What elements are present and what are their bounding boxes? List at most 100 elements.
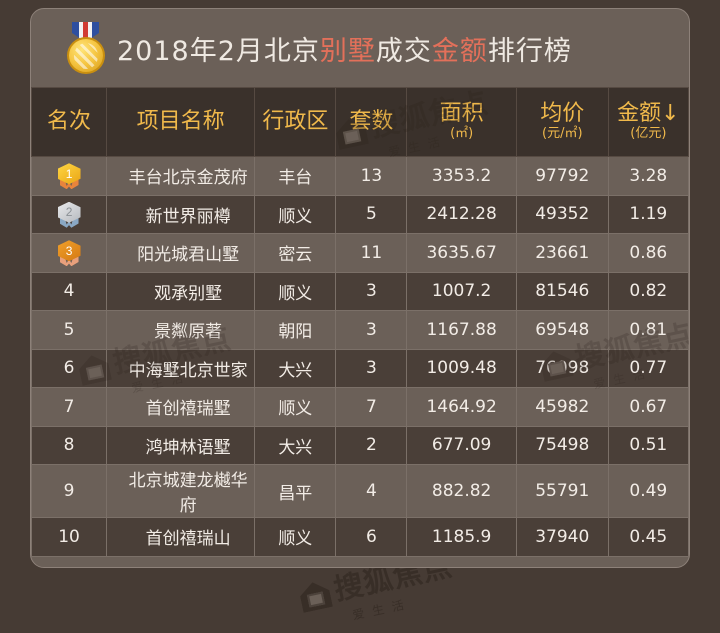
cell-project-name: 首创禧瑞墅	[106, 387, 256, 427]
cell-units: 3	[335, 348, 408, 388]
watermark-tagline: 爱生活	[351, 596, 413, 623]
cell-rank: 3	[31, 233, 108, 273]
table-header: 名次 项目名称 行政区 套数 面积 (㎡) 均价 (元/㎡) 金额↓ (亿元)	[31, 87, 689, 157]
cell-price: 49352	[515, 194, 609, 234]
cell-units: 2	[335, 425, 408, 465]
page-title-segment-3: 金额	[431, 35, 488, 67]
cell-units: 7	[335, 387, 408, 427]
column-header-amt[interactable]: 金额↓ (亿元)	[607, 87, 689, 157]
cell-price: 76098	[515, 348, 609, 388]
cell-dist: 丰台	[254, 156, 337, 196]
cell-rank: 10	[31, 517, 108, 557]
column-header-label: 均价	[540, 101, 585, 127]
cell-project-name: 北京城建龙樾华府	[106, 464, 256, 518]
cell-dist: 顺义	[254, 271, 337, 311]
cell-rank: 9	[31, 464, 108, 518]
cell-price: 45982	[515, 387, 609, 427]
cell-amt: 0.77	[607, 348, 689, 388]
cell-amt: 0.67	[607, 387, 689, 427]
cell-dist: 顺义	[254, 517, 337, 557]
table-row[interactable]: 2 新世界丽樽 顺义 5 2412.28 49352 1.19	[31, 194, 689, 234]
page-title: 2018年2月北京别墅成交金额排行榜	[117, 29, 572, 68]
column-header-unit: (亿元)	[630, 125, 667, 141]
cell-amt: 1.19	[607, 194, 689, 234]
rank-number: 1	[57, 163, 81, 185]
cell-dist: 顺义	[254, 194, 337, 234]
cell-amt: 0.49	[607, 464, 689, 518]
cell-units: 5	[335, 194, 408, 234]
cell-area: 1167.88	[406, 310, 517, 350]
column-header-name: 项目名称	[106, 87, 256, 157]
cell-rank: 1	[31, 156, 108, 196]
page-title-segment-4: 排行榜	[487, 35, 572, 67]
cell-units: 3	[335, 271, 408, 311]
column-header-label: 套数	[349, 109, 394, 135]
table-row[interactable]: 1 丰台北京金茂府 丰台 13 3353.2 97792 3.28	[31, 156, 689, 196]
cell-project-name: 中海墅北京世家	[106, 348, 256, 388]
column-header-price: 均价 (元/㎡)	[515, 87, 609, 157]
cell-project-name: 鸿坤林语墅	[106, 425, 256, 465]
cell-units: 3	[335, 310, 408, 350]
table-row[interactable]: 4 观承别墅 顺义 3 1007.2 81546 0.82	[31, 271, 689, 311]
cell-price: 81546	[515, 271, 609, 311]
column-header-units: 套数	[335, 87, 408, 157]
cell-price: 37940	[515, 517, 609, 557]
column-header-label: 名次	[47, 109, 92, 135]
silver-medal-icon: 2	[57, 201, 81, 228]
cell-project-name: 首创禧瑞山	[106, 517, 256, 557]
table-row[interactable]: 5 景粼原著 朝阳 3 1167.88 69548 0.81	[31, 310, 689, 350]
table-row[interactable]: 3 阳光城君山墅 密云 11 3635.67 23661 0.86	[31, 233, 689, 273]
table-row[interactable]: 10 首创禧瑞山 顺义 6 1185.9 37940 0.45	[31, 517, 689, 557]
column-header-unit: (元/㎡)	[542, 125, 583, 141]
cell-amt: 0.45	[607, 517, 689, 557]
card-title-bar: 2018年2月北京别墅成交金额排行榜	[31, 9, 689, 87]
cell-dist: 顺义	[254, 387, 337, 427]
column-header-unit: (㎡)	[450, 125, 474, 141]
cell-rank: 2	[31, 194, 108, 234]
column-header-label: 行政区	[262, 109, 329, 135]
table-row[interactable]: 7 首创禧瑞墅 顺义 7 1464.92 45982 0.67	[31, 387, 689, 427]
column-header-area: 面积 (㎡)	[406, 87, 517, 157]
cell-area: 2412.28	[406, 194, 517, 234]
table-header-row: 名次 项目名称 行政区 套数 面积 (㎡) 均价 (元/㎡) 金额↓ (亿元)	[31, 87, 689, 157]
cell-area: 882.82	[406, 464, 517, 518]
cell-area: 677.09	[406, 425, 517, 465]
cell-rank: 6	[31, 348, 108, 388]
cell-units: 13	[335, 156, 408, 196]
cell-area: 1007.2	[406, 271, 517, 311]
cell-units: 6	[335, 517, 408, 557]
cell-price: 69548	[515, 310, 609, 350]
cell-dist: 大兴	[254, 425, 337, 465]
cell-area: 3635.67	[406, 233, 517, 273]
cell-dist: 大兴	[254, 348, 337, 388]
page-title-segment-2: 成交	[375, 35, 432, 67]
table-row[interactable]: 9 北京城建龙樾华府 昌平 4 882.82 55791 0.49	[31, 464, 689, 518]
cell-area: 1464.92	[406, 387, 517, 427]
cell-amt: 0.86	[607, 233, 689, 273]
cell-project-name: 新世界丽樽	[106, 194, 256, 234]
cell-rank: 5	[31, 310, 108, 350]
cell-rank: 4	[31, 271, 108, 311]
cell-project-name: 丰台北京金茂府	[106, 156, 256, 196]
column-header-label: 项目名称	[136, 109, 225, 135]
cell-area: 1185.9	[406, 517, 517, 557]
cell-rank: 7	[31, 387, 108, 427]
cell-units: 11	[335, 233, 408, 273]
cell-units: 4	[335, 464, 408, 518]
column-header-rank: 名次	[31, 87, 108, 157]
cell-dist: 朝阳	[254, 310, 337, 350]
cell-amt: 3.28	[607, 156, 689, 196]
table-row[interactable]: 8 鸿坤林语墅 大兴 2 677.09 75498 0.51	[31, 425, 689, 465]
cell-area: 3353.2	[406, 156, 517, 196]
column-header-label: 金额↓	[617, 101, 680, 127]
table-row[interactable]: 6 中海墅北京世家 大兴 3 1009.48 76098 0.77	[31, 348, 689, 388]
column-header-label: 面积	[439, 101, 484, 127]
cell-price: 23661	[515, 233, 609, 273]
rank-number: 2	[57, 201, 81, 223]
cell-amt: 0.81	[607, 310, 689, 350]
column-header-dist: 行政区	[254, 87, 337, 157]
cell-rank: 8	[31, 425, 108, 465]
cell-price: 55791	[515, 464, 609, 518]
cell-dist: 昌平	[254, 464, 337, 518]
cell-project-name: 观承别墅	[106, 271, 256, 311]
